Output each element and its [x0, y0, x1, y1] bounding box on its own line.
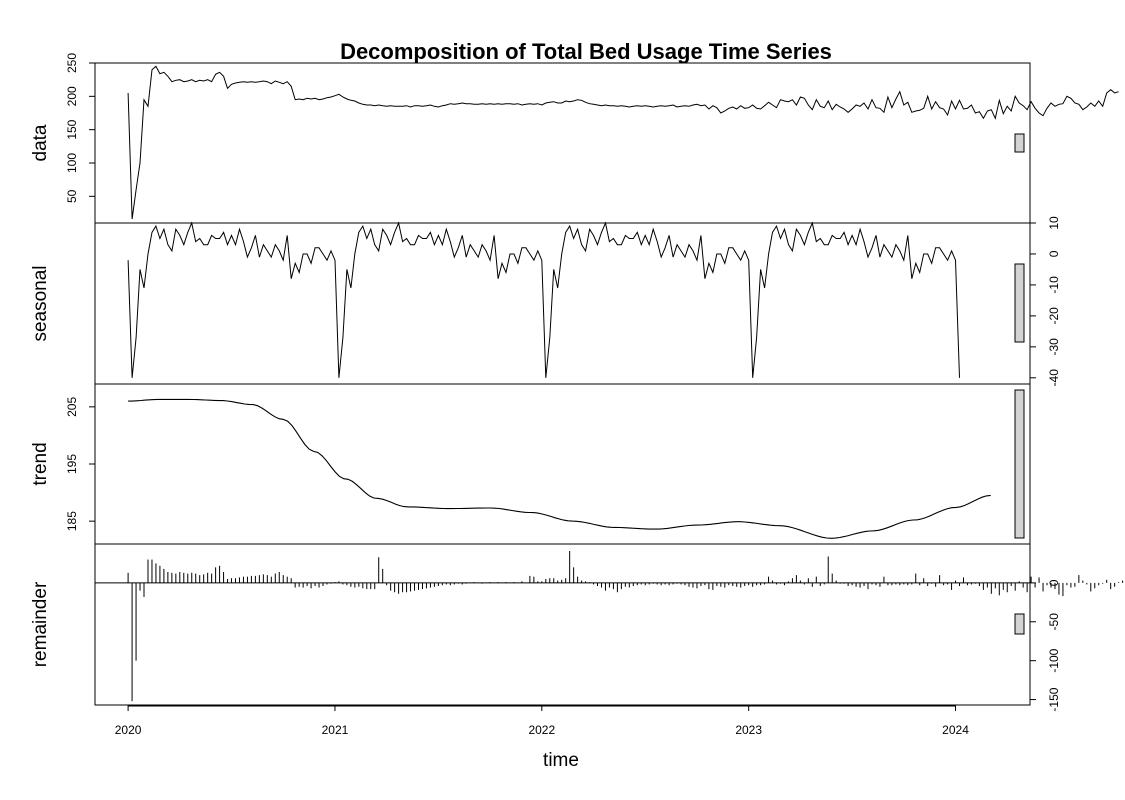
y-tick-label-seasonal: -20: [1047, 307, 1061, 325]
x-tick-label: 2023: [735, 723, 762, 737]
scale-bar-data: [1014, 133, 1025, 153]
y-tick-label-remainder: -150: [1047, 687, 1061, 711]
y-tick-label-seasonal: -10: [1047, 276, 1061, 294]
y-tick-label-trend: 195: [65, 454, 79, 474]
y-axis-label-data: data: [30, 124, 51, 161]
x-axis: 2020 2021 2022 2023 2024: [115, 705, 969, 737]
y-tick-label-remainder: -100: [1047, 648, 1061, 672]
y-tick-label-seasonal: 0: [1047, 250, 1061, 257]
chart-title: Decomposition of Total Bed Usage Time Se…: [340, 39, 832, 64]
panel-data: data 50 100 150 200 250: [30, 53, 1119, 224]
y-axis-label-trend: trend: [30, 442, 51, 485]
y-tick-label-data: 250: [65, 53, 79, 73]
y-tick-label-seasonal: 10: [1047, 216, 1061, 230]
panel-seasonal: seasonal -40 -30 -20 -10 0 10: [30, 216, 1061, 386]
x-tick-label: 2022: [528, 723, 555, 737]
x-tick-label: 2024: [942, 723, 969, 737]
x-tick-label: 2020: [115, 723, 142, 737]
y-tick-label-data: 150: [65, 119, 79, 139]
panel-frame-remainder: [94, 543, 1031, 706]
x-axis-label: time: [543, 750, 579, 771]
y-tick-label-data: 50: [65, 189, 79, 203]
y-axis-label-remainder: remainder: [30, 581, 51, 667]
scale-bar-remainder: [1014, 613, 1025, 635]
series-line-trend: [128, 398, 991, 539]
y-tick-label-trend: 205: [65, 397, 79, 417]
panel-remainder: remainder -150 -100 -50 0: [30, 543, 1124, 712]
panels-group: data50100150200250seasonal-40-30-20-1001…: [30, 53, 1124, 737]
series-line-data: [127, 65, 1119, 220]
y-tick-label-data: 200: [65, 86, 79, 106]
y-tick-label-remainder: 0: [1047, 579, 1061, 586]
scale-bar-trend: [1014, 389, 1025, 539]
y-tick-label-seasonal: -40: [1047, 369, 1061, 387]
y-tick-label-trend: 185: [65, 511, 79, 531]
y-tick-label-data: 100: [65, 153, 79, 173]
series-line-seasonal: [127, 221, 960, 378]
y-tick-label-remainder: -50: [1047, 613, 1061, 631]
x-tick-label: 2021: [322, 723, 349, 737]
y-axis-label-seasonal: seasonal: [30, 265, 51, 341]
y-tick-label-seasonal: -30: [1047, 338, 1061, 356]
panel-trend: trend 185 195 205: [30, 383, 1031, 545]
panel-frame-data: [94, 62, 1031, 224]
scale-bar-seasonal: [1014, 263, 1025, 343]
